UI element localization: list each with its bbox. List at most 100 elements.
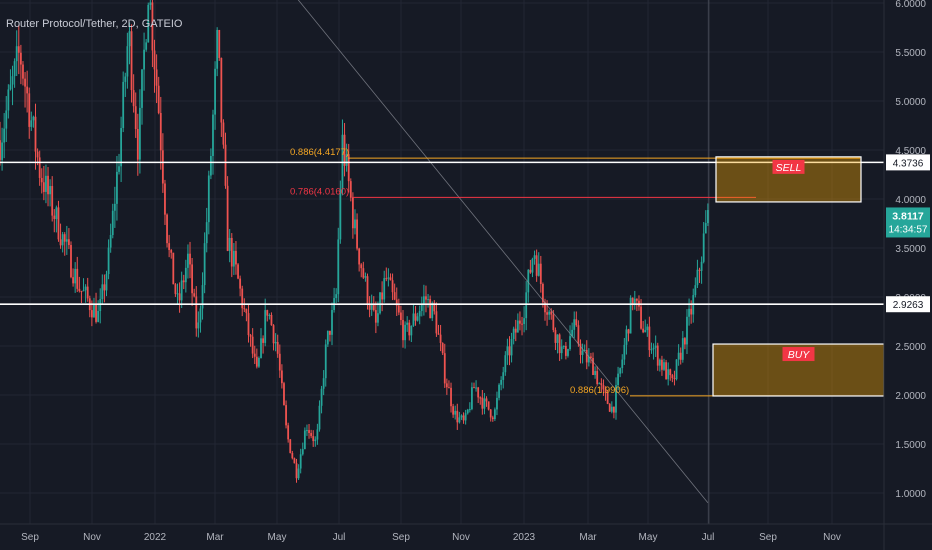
candle-body <box>13 61 16 77</box>
candle-body <box>673 378 676 380</box>
candle-body <box>235 250 237 265</box>
candle-body <box>483 398 486 409</box>
candle-body <box>36 151 39 158</box>
candle-body <box>1 142 3 160</box>
candle-body <box>531 258 534 273</box>
candle-body <box>435 311 438 334</box>
buy-zone-label-bg <box>782 347 815 362</box>
candle-body <box>441 342 444 354</box>
candle-body <box>623 344 626 360</box>
candle-body <box>514 328 517 333</box>
candle-body <box>669 369 672 376</box>
candle-body <box>68 239 70 245</box>
candle-body <box>174 284 177 294</box>
candle-body <box>105 274 108 291</box>
candle-body <box>552 314 555 330</box>
candle-body <box>364 276 367 278</box>
candle-body <box>237 264 239 279</box>
candle-body <box>389 277 392 281</box>
price-axis-bg <box>884 0 932 550</box>
candle-body <box>149 2 152 5</box>
candle-body <box>704 223 707 234</box>
candle-body <box>176 293 179 295</box>
candle-body <box>667 369 670 380</box>
candle-body <box>42 182 45 192</box>
candle-body <box>153 50 156 70</box>
candle-body <box>15 46 18 62</box>
price-tick-label: 1.5000 <box>895 440 926 451</box>
candle-body <box>506 346 509 356</box>
candle-body <box>397 305 400 313</box>
candle-body <box>59 239 62 246</box>
candle-body <box>381 292 384 300</box>
candle-body <box>587 356 590 363</box>
candle-body <box>111 210 114 236</box>
candle-body <box>502 372 505 380</box>
candle-body <box>339 189 342 240</box>
candle-body <box>358 248 361 265</box>
candle-body <box>161 150 164 184</box>
candle-body <box>633 298 636 305</box>
candle-body <box>585 349 588 363</box>
candle-body <box>189 253 191 265</box>
candle-body <box>491 417 494 420</box>
candle-body <box>306 430 308 432</box>
current-price-label: 3.8117 <box>892 210 924 222</box>
candle-body <box>226 185 229 251</box>
candle-body <box>116 171 118 204</box>
candle-body <box>136 129 139 160</box>
candle-body <box>354 219 356 229</box>
candle-body <box>308 430 310 434</box>
candle-body <box>610 406 613 412</box>
candle-body <box>72 277 74 284</box>
price-tick-label: 2.0000 <box>895 391 926 402</box>
candle-body <box>600 383 603 386</box>
candle-body <box>508 346 511 356</box>
price-line-tag-label: 4.3736 <box>893 158 924 169</box>
candle-body <box>456 410 459 423</box>
candle-body <box>529 269 532 273</box>
time-tick-label: Nov <box>83 532 101 543</box>
candle-body <box>429 299 432 319</box>
candle-body <box>70 244 72 278</box>
candle-body <box>504 355 507 373</box>
candle-body <box>32 116 35 121</box>
candle-body <box>362 268 365 278</box>
candle-body <box>422 296 425 304</box>
candle-body <box>130 31 133 91</box>
candle-body <box>184 267 187 283</box>
candle-body <box>579 343 582 355</box>
price-tick-label: 1.0000 <box>895 489 926 500</box>
candle-body <box>539 263 542 285</box>
candle-body <box>621 359 624 369</box>
candle-body <box>485 398 488 402</box>
candle-body <box>677 352 680 360</box>
candle-body <box>385 278 388 280</box>
candle-body <box>280 370 283 384</box>
candle-body <box>546 312 548 315</box>
candle-body <box>525 292 528 319</box>
candle-body <box>113 203 116 211</box>
candle-body <box>128 31 131 47</box>
candle-body <box>166 214 168 244</box>
candle-body <box>544 302 546 313</box>
price-tick-label: 2.5000 <box>895 342 926 353</box>
candle-body <box>207 175 210 223</box>
candle-body <box>686 316 688 345</box>
candle-body <box>97 310 100 322</box>
candle-body <box>201 285 204 309</box>
candle-body <box>214 68 216 115</box>
candle-body <box>266 310 269 316</box>
candle-body <box>80 290 83 292</box>
candle-body <box>625 329 628 345</box>
candle-body <box>126 46 129 77</box>
fib-level-label: 0.786(4.0160) <box>290 186 349 197</box>
fib-level-label: 0.886(4.4177) <box>290 147 349 158</box>
candle-body <box>247 313 250 336</box>
candle-body <box>387 277 390 279</box>
candle-body <box>101 284 104 300</box>
sell-zone-label: SELL <box>776 162 802 174</box>
candle-body <box>262 338 264 343</box>
